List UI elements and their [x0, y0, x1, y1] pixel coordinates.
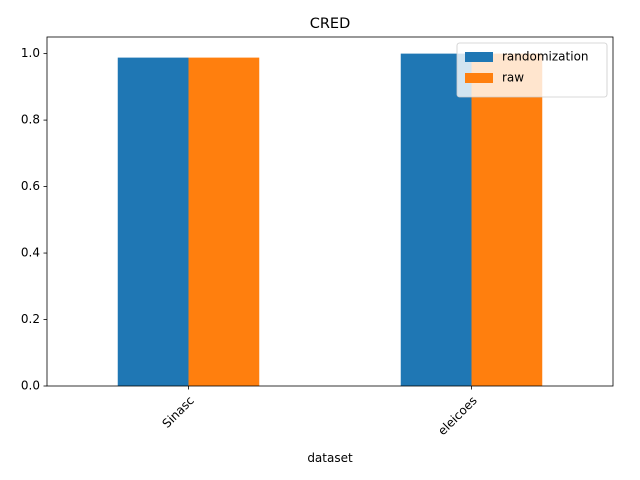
x-tick-label: eleicoes	[435, 393, 480, 438]
bar-raw-Sinasc	[188, 57, 260, 387]
y-tick-label: 0.0	[21, 379, 40, 393]
bars-group	[117, 53, 543, 387]
x-axis: Sinasc eleicoes	[160, 386, 480, 438]
bar-randomization-Sinasc	[117, 57, 189, 387]
y-tick-label: 0.8	[21, 113, 40, 127]
y-tick-label: 1.0	[21, 46, 40, 60]
x-tick-label: Sinasc	[160, 393, 197, 430]
y-tick-label: 0.4	[21, 246, 40, 260]
legend-label-randomization: randomization	[502, 50, 589, 64]
legend-swatch-raw	[465, 73, 493, 83]
legend-box	[456, 42, 608, 98]
x-axis-label: dataset	[307, 451, 353, 465]
y-tick-label: 0.2	[21, 312, 40, 326]
plot-frame	[46, 36, 614, 387]
y-tick-label: 0.6	[21, 179, 40, 193]
chart-title: CRED	[310, 16, 351, 32]
bar-raw-eleicoes	[471, 53, 543, 386]
legend-label-raw: raw	[502, 71, 524, 85]
bar-randomization-eleicoes	[400, 53, 472, 386]
y-axis: 0.0 0.2 0.4 0.6 0.8 1.0	[21, 46, 47, 393]
legend-swatch-randomization	[465, 52, 493, 62]
legend: randomization raw	[456, 42, 608, 98]
